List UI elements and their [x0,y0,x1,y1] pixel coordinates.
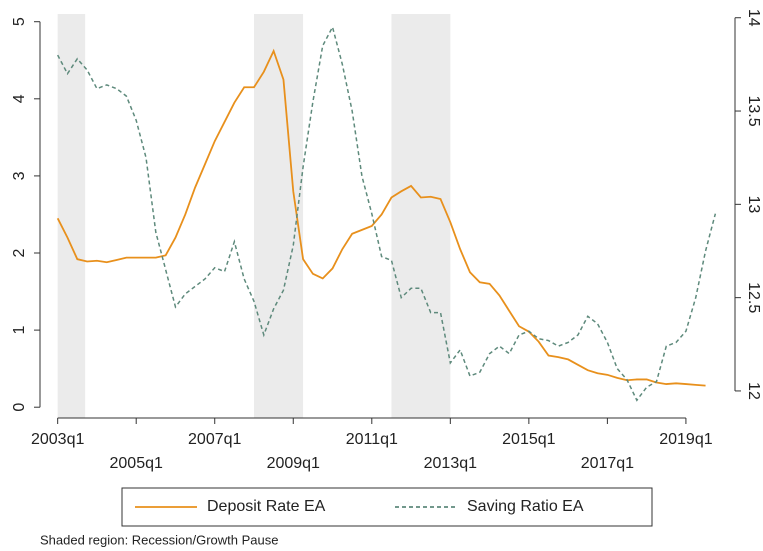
y2-tick-label: 14 [745,9,762,27]
x-tick-label: 2015q1 [502,431,555,448]
x-tick-label: 2007q1 [188,431,241,448]
series-line [56,48,706,387]
legend-box [121,487,653,527]
x-tick-label: 2019q1 [659,431,712,448]
series-line [57,25,717,402]
x-tick-label: 2011q1 [346,431,398,448]
legend-label: Saving Ratio EA [467,498,584,515]
y2-tick-label: 12.5 [745,282,762,313]
x-tick-label: 2003q1 [31,431,84,448]
y-tick-label: 1 [11,326,28,335]
shaded-region [391,14,451,418]
y-tick-label: 3 [11,171,28,180]
shaded-region [57,14,86,418]
y2-tick-label: 13.5 [745,95,762,126]
y2-tick-label: 13 [745,195,762,213]
x-tick-label: 2009q1 [267,455,320,472]
y2-tick-label: 12 [745,382,762,400]
footnote: Shaded region: Recession/Growth Pause [40,532,278,547]
legend-label: Deposit Rate EA [207,498,326,515]
y-tick-label: 2 [11,248,28,257]
y-tick-label: 5 [11,17,28,26]
x-tick-label: 2005q1 [110,455,163,472]
shaded-region [253,14,304,418]
x-tick-label: 2017q1 [581,455,634,472]
y-tick-label: 4 [11,94,28,103]
y-tick-label: 0 [11,403,28,412]
x-tick-label: 2013q1 [424,455,477,472]
